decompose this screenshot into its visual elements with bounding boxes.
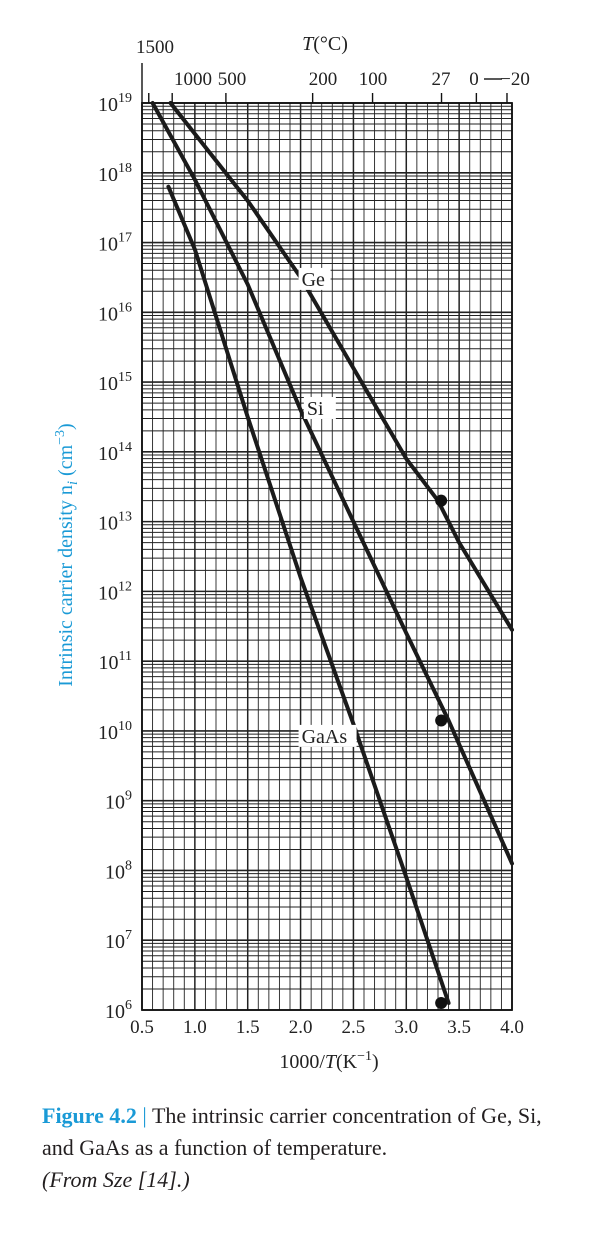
chart-labels: Ge Si GaAs 0.5 1.0 1.5 2.0 2.5 3.0 3.5 4.0 1000/T(K…	[53, 33, 530, 1073]
caption-text: The intrinsic carrier concentration of G…	[42, 1103, 542, 1160]
y-tick-label: 109	[105, 789, 132, 814]
top-tick-label: 1500	[136, 37, 174, 58]
y-tick-label: 1011	[99, 649, 132, 674]
x-tick-label: 1.5	[236, 1017, 260, 1038]
top-tick-label: 27	[432, 69, 451, 90]
series-line-ge	[168, 101, 514, 632]
y-tick-label: 1019	[98, 91, 132, 116]
x-tick-label: 0.5	[130, 1017, 154, 1038]
carrier-density-chart: Ge Si GaAs 0.5 1.0 1.5 2.0 2.5 3.0 3.5 4.0 1000/T(K…	[53, 33, 530, 1073]
x-tick-label: 2.0	[289, 1017, 313, 1038]
x-axis-title: 1000/T(K−1)	[279, 1049, 378, 1073]
x-tick-label: 3.5	[447, 1017, 471, 1038]
y-tick-label: 108	[105, 858, 132, 883]
series-label-bg	[298, 267, 331, 290]
marker-gaas-300k	[435, 997, 448, 1010]
y-axis-title: Intrinsic carrier density ni (cm−3)	[53, 423, 81, 686]
y-tick-label: 1012	[98, 579, 132, 604]
series-label-si: Si	[307, 398, 324, 420]
y-tick-label: 1010	[98, 719, 132, 744]
marker-ge-300k	[435, 494, 448, 507]
y-tick-label: 107	[105, 928, 132, 953]
x-tick-label: 4.0	[500, 1017, 524, 1038]
top-tick-label: 0	[469, 69, 479, 90]
top-tick-label: −20	[500, 69, 530, 90]
top-tick-label: 500	[218, 69, 247, 90]
figure-number: Figure 4.2	[42, 1103, 137, 1128]
y-tick-label: 1015	[98, 370, 132, 395]
chart-series	[150, 101, 514, 1010]
x-tick-label: 2.5	[342, 1017, 366, 1038]
y-tick-label: 1014	[98, 440, 132, 465]
top-axis-title: T(°C)	[302, 33, 348, 55]
chart-grid	[141, 102, 513, 1011]
series-label-bg	[303, 396, 336, 419]
caption-source: (From Sze [14].)	[42, 1167, 190, 1192]
series-label-ge: Ge	[302, 269, 325, 291]
y-tick-label: 1016	[98, 300, 132, 325]
y-tick-label: 106	[105, 998, 132, 1023]
marker-si-300k	[435, 714, 448, 727]
top-tick-label: 200	[309, 69, 338, 90]
y-tick-label: 1017	[98, 231, 132, 256]
top-tick-label: 1000	[174, 69, 212, 90]
x-tick-label: 3.0	[394, 1017, 418, 1038]
series-label-gaas: GaAs	[302, 726, 348, 748]
x-tick-label: 1.0	[183, 1017, 207, 1038]
series-line-si	[150, 101, 514, 866]
series-line-gaas	[166, 184, 451, 1005]
figure-caption: Figure 4.2 | The intrinsic carrier conce…	[42, 1100, 562, 1196]
plot-frame	[141, 102, 513, 1011]
series-label-bg	[298, 724, 357, 747]
caption-separator: |	[136, 1103, 152, 1128]
top-tick-label: 100	[359, 69, 388, 90]
y-tick-label: 1018	[98, 161, 132, 186]
y-tick-label: 1013	[98, 510, 132, 535]
